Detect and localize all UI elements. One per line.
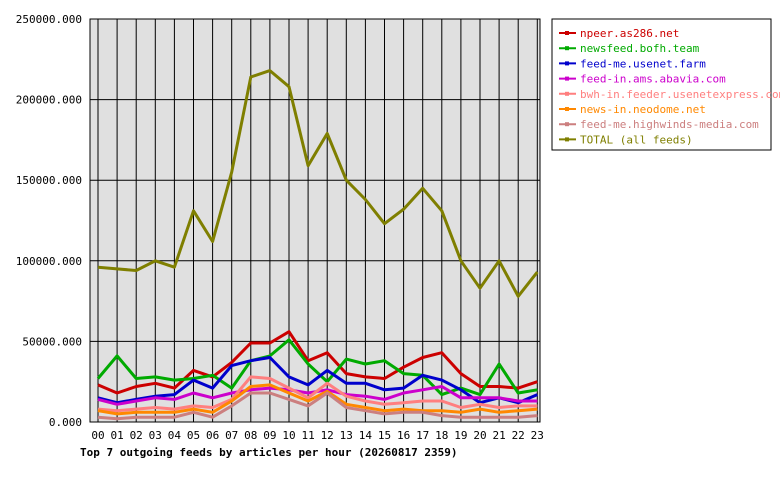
- x-axis-tick-labels: 00 01 02 03 04 05 06 07 08 09 10 11 12 13 14 15 16 17 18 19…: [91, 429, 544, 442]
- x-tick-label: 00: [91, 429, 104, 442]
- legend-entry: feed-in.ams.abavia.com: [580, 73, 726, 86]
- legend: npeer.as286.net newsfeed.bofh.team feed-me…: [559, 27, 780, 146]
- x-tick-label: 02: [130, 429, 143, 442]
- series-line-3: [97, 356, 538, 405]
- legend-marker: [565, 107, 569, 111]
- x-tick-label: 10: [282, 429, 295, 442]
- series-line-7: [97, 391, 538, 421]
- x-tick-label: 23: [531, 429, 544, 442]
- y-tick-label: 150000.000: [16, 174, 82, 187]
- legend-box: [551, 18, 772, 151]
- legend-entry: TOTAL (all feeds): [580, 133, 693, 146]
- grid: [90, 18, 540, 423]
- legend-entry: bwh-in.feeder.usenetexpress.com: [580, 88, 780, 101]
- legend-entry: feed-me.highwinds-media.com: [580, 118, 759, 131]
- legend-marker: [565, 61, 569, 66]
- y-tick-label: 100000.000: [16, 255, 82, 268]
- x-tick-label: 22: [512, 429, 525, 442]
- series-line-8: [97, 69, 539, 298]
- series-line-1: [97, 330, 538, 395]
- legend-marker: [565, 46, 569, 51]
- legend-entry: newsfeed.bofh.team: [580, 42, 700, 55]
- x-tick-label: 12: [321, 429, 334, 442]
- x-tick-label: 05: [187, 429, 200, 442]
- x-tick-label: 18: [435, 429, 448, 442]
- plot-background: [89, 18, 541, 423]
- x-tick-label: 21: [492, 429, 505, 442]
- legend-marker: [565, 31, 569, 35]
- legend-marker: [565, 122, 569, 127]
- x-tick-label: 19: [454, 429, 467, 442]
- series-lines: [96, 69, 539, 421]
- series-line-5: [97, 375, 538, 413]
- series-line-6: [97, 383, 538, 416]
- x-tick-label: 20: [473, 429, 486, 442]
- x-tick-label: 09: [263, 429, 276, 442]
- legend-marker: [565, 76, 569, 81]
- x-tick-label: 03: [149, 429, 162, 442]
- legend-marker: [565, 137, 569, 142]
- series-line-2: [96, 338, 538, 397]
- legend-entry: news-in.neodome.net: [580, 103, 706, 116]
- legend-entry: feed-me.usenet.farm: [580, 57, 706, 70]
- x-tick-label: 15: [378, 429, 391, 442]
- x-tick-label: 13: [340, 429, 353, 442]
- y-tick-label: 200000.000: [16, 94, 82, 107]
- y-tick-label: 0.000: [49, 416, 82, 429]
- x-tick-label: 16: [397, 429, 410, 442]
- chart-title: Top 7 outgoing feeds by articles per hou…: [80, 446, 458, 459]
- x-tick-label: 04: [168, 429, 182, 442]
- x-tick-label: 07: [225, 429, 238, 442]
- x-tick-label: 11: [301, 429, 314, 442]
- legend-entry: npeer.as286.net: [580, 27, 679, 40]
- x-tick-label: 17: [416, 429, 429, 442]
- x-tick-label: 01: [110, 429, 123, 442]
- y-tick-label: 50000.000: [22, 335, 82, 348]
- x-tick-label: 06: [206, 429, 219, 442]
- y-axis-tick-labels: 0.000 50000.000 100000.000 150000.000 200000…: [16, 13, 82, 429]
- y-tick-label: 250000.000: [16, 13, 82, 26]
- x-tick-label: 08: [244, 429, 257, 442]
- legend-marker: [565, 91, 569, 96]
- x-tick-label: 14: [359, 429, 373, 442]
